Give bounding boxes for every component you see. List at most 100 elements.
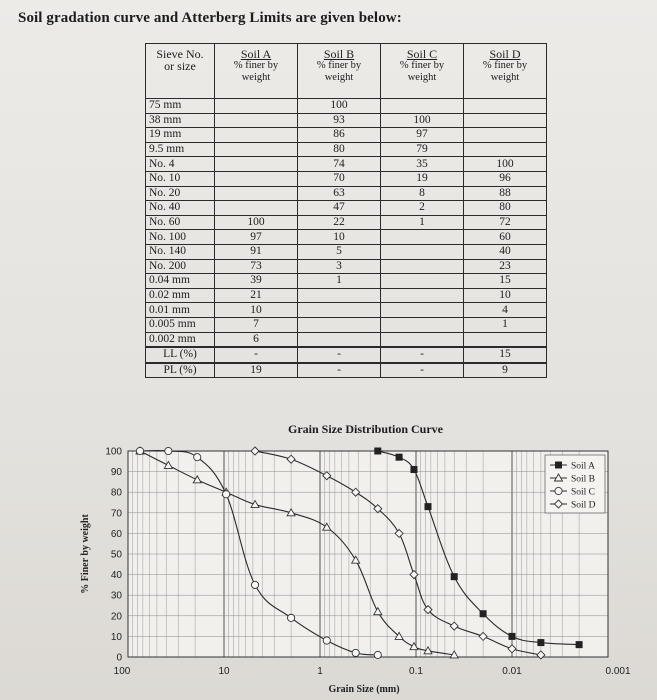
data-point-soil-c bbox=[135, 446, 145, 456]
table-header-row: Sieve No. or size Soil A % finer by weig… bbox=[145, 43, 547, 99]
data-point-soil-c bbox=[322, 636, 331, 645]
legend-label: Soil B bbox=[571, 474, 595, 484]
percent-finer-cell: 19 bbox=[214, 361, 298, 379]
data-point-soil-d bbox=[373, 504, 383, 514]
header-soil-a-sub: % finer by weight bbox=[233, 60, 279, 83]
y-tick-label: 60 bbox=[111, 529, 123, 540]
data-point-soil-d bbox=[394, 528, 404, 539]
data-point-soil-d bbox=[409, 569, 419, 580]
data-point-soil-c bbox=[250, 580, 260, 589]
data-point-soil-a bbox=[479, 610, 487, 618]
data-point-soil-b bbox=[394, 631, 404, 640]
legend-label: Soil A bbox=[571, 461, 595, 471]
x-tick-label: 0.1 bbox=[409, 666, 423, 677]
plot-frame bbox=[127, 450, 609, 658]
data-point-soil-d bbox=[322, 471, 332, 481]
table-row: No. 20 63 8 88 bbox=[145, 185, 547, 202]
y-tick-label: 70 bbox=[111, 508, 123, 519]
table-row: 9.5 mm 80 79 bbox=[145, 141, 547, 158]
limits-row: PL (%) 19- -9 bbox=[145, 361, 547, 379]
col-header-soil-d: Soil D % finer by weight bbox=[463, 43, 547, 99]
legend-marker bbox=[555, 461, 562, 469]
data-point-soil-c bbox=[193, 453, 202, 462]
x-tick-label: 100 bbox=[114, 666, 131, 677]
y-tick-label: 100 bbox=[105, 447, 122, 458]
table-row: 38 mm 93 100 bbox=[145, 112, 547, 129]
data-point-soil-c bbox=[287, 613, 296, 622]
legend-marker bbox=[553, 499, 564, 509]
data-point-soil-d bbox=[449, 621, 459, 631]
header-size-line1: Sieve No. bbox=[156, 47, 204, 61]
header-soil-d-sub: % finer by weight bbox=[482, 60, 528, 83]
header-size-line2: or size bbox=[164, 59, 196, 73]
sieve-size-cell: No. 40 bbox=[145, 200, 215, 216]
data-point-soil-b bbox=[163, 460, 174, 469]
y-tick-label: 20 bbox=[111, 611, 123, 622]
header-soil-b-name: Soil B bbox=[323, 47, 355, 61]
sieve-size-cell: No. 200 bbox=[145, 258, 215, 275]
sieve-size-cell: No. 10 bbox=[145, 170, 215, 187]
sieve-size-cell: 75 mm bbox=[145, 98, 215, 114]
data-point-soil-a bbox=[450, 573, 458, 581]
data-point-soil-b bbox=[250, 499, 260, 509]
data-point-soil-b bbox=[350, 555, 361, 564]
percent-finer-cell: - bbox=[380, 361, 464, 379]
header-soil-a-name: Soil A bbox=[240, 47, 272, 61]
data-point-soil-d bbox=[423, 604, 433, 615]
x-tick-label: 1 bbox=[317, 666, 323, 677]
table-row: No. 60 100 22 1 72 bbox=[145, 214, 547, 231]
percent-finer-cell: 9 bbox=[463, 361, 547, 379]
y-axis-label: % Finer by weight bbox=[80, 514, 91, 594]
sieve-size-cell: 38 mm bbox=[145, 112, 215, 129]
data-point-soil-d bbox=[250, 446, 260, 456]
data-point-soil-c bbox=[351, 648, 360, 657]
x-tick-label: 0.01 bbox=[502, 666, 522, 677]
sieve-size-cell: No. 4 bbox=[145, 156, 215, 172]
y-tick-label: 50 bbox=[111, 550, 123, 561]
data-point-soil-a bbox=[508, 632, 516, 640]
data-point-soil-a bbox=[374, 447, 382, 455]
x-tick-label: 10 bbox=[218, 666, 230, 677]
data-point-soil-d bbox=[536, 650, 546, 660]
chart-title: Grain Size Distribution Curve bbox=[288, 422, 443, 436]
data-point-soil-b bbox=[423, 645, 433, 655]
data-point-soil-a bbox=[424, 503, 432, 511]
table-body: 75 mm 100 38 mm 93 100 19 mm 86 97 9.5 mm 80 79 No.… bbox=[145, 98, 547, 379]
data-point-soil-b bbox=[192, 474, 203, 484]
table-row: No. 200 73 3 23 bbox=[145, 258, 547, 275]
header-soil-c-name: Soil C bbox=[406, 47, 438, 61]
table-row: 75 mm 100 bbox=[145, 98, 547, 114]
y-tick-label: 80 bbox=[111, 488, 123, 499]
data-point-soil-a bbox=[575, 641, 583, 649]
limits-row: LL (%) - - -15 bbox=[145, 346, 547, 364]
y-tick-label: 40 bbox=[111, 570, 123, 581]
header-soil-c-sub: % finer by weight bbox=[399, 60, 445, 83]
data-point-soil-b bbox=[409, 641, 419, 651]
data-point-soil-b bbox=[286, 507, 296, 517]
percent-finer-cell: 100 bbox=[214, 214, 298, 231]
gradation-table: Sieve No. or size Soil A % finer by weig… bbox=[145, 43, 547, 379]
sieve-size-cell: 9.5 mm bbox=[145, 141, 215, 158]
legend-label: Soil D bbox=[571, 500, 596, 510]
data-point-soil-d bbox=[478, 631, 488, 642]
y-tick-label: 90 bbox=[111, 467, 123, 478]
data-point-soil-b bbox=[373, 606, 383, 616]
data-point-soil-d bbox=[351, 487, 361, 497]
sieve-size-cell: PL (%) bbox=[145, 361, 215, 379]
data-point-soil-c bbox=[222, 490, 231, 499]
y-tick-label: 0 bbox=[116, 653, 122, 664]
data-point-soil-a bbox=[410, 466, 418, 474]
table-row: No. 40 47 2 80 bbox=[145, 200, 547, 216]
data-point-soil-c bbox=[373, 650, 382, 659]
x-tick-label: 0.001 bbox=[605, 666, 630, 677]
page-heading: Soil gradation curve and Atterberg Limit… bbox=[18, 10, 402, 26]
table-row: No. 100 97 10 60 bbox=[145, 229, 547, 245]
x-axis-label: Grain Size (mm) bbox=[328, 684, 399, 695]
header-soil-d-name: Soil D bbox=[489, 47, 521, 61]
data-point-soil-c bbox=[164, 446, 173, 456]
col-header-soil-b: Soil B % finer by weight bbox=[297, 43, 381, 99]
header-soil-b-sub: % finer by weight bbox=[316, 60, 362, 83]
data-point-soil-d bbox=[286, 454, 296, 464]
legend-marker bbox=[553, 473, 564, 482]
